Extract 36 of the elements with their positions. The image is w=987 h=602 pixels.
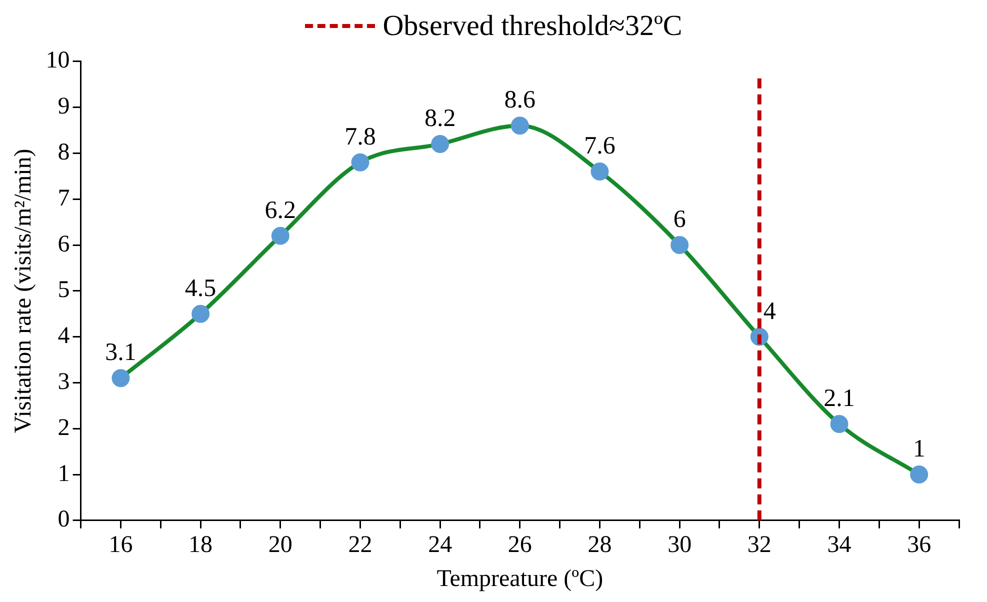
y-axis-title: Visitation rate (visits/m²/min) (10, 148, 37, 434)
x-tick-label: 24 (428, 532, 452, 558)
data-label: 4.5 (184, 274, 216, 302)
y-tick-label: 0 (58, 506, 70, 533)
y-tick-label: 1 (58, 460, 70, 487)
y-tick-label: 6 (58, 231, 70, 258)
x-tick-label: 16 (108, 532, 133, 558)
data-label: 7.8 (344, 123, 376, 150)
data-label: 8.6 (504, 86, 536, 114)
data-label: 4 (763, 298, 776, 325)
y-tick-label: 8 (58, 139, 70, 166)
y-tick-label: 3 (58, 368, 70, 395)
y-tick-label: 9 (58, 94, 70, 120)
x-tick-label: 34 (827, 532, 852, 558)
x-tick-label: 32 (747, 532, 772, 558)
data-label: 8.2 (424, 105, 456, 132)
y-tick-label: 2 (58, 414, 70, 441)
data-label: 7.6 (584, 132, 616, 160)
data-label: 3.1 (105, 339, 136, 366)
legend-label: Observed threshold≈32ºC (382, 10, 682, 42)
x-axis-title: Tempreature (ºC) (436, 566, 604, 592)
data-label: 2.1 (824, 385, 855, 412)
data-label: 1 (912, 436, 926, 463)
y-tick-label: 5 (58, 277, 70, 304)
x-tick-label: 28 (588, 532, 612, 558)
x-tick-label: 20 (268, 532, 292, 558)
x-tick-label: 22 (348, 532, 372, 558)
y-tick-label: 7 (58, 185, 70, 212)
x-tick-label: 30 (668, 532, 692, 558)
x-tick-label: 18 (188, 532, 213, 558)
data-label: 6.2 (264, 196, 296, 224)
data-label: 6 (673, 206, 686, 234)
y-tick-label: 4 (58, 323, 70, 350)
x-tick-label: 36 (907, 532, 932, 558)
y-tick-label: 10 (46, 48, 70, 74)
x-tick-label: 26 (508, 532, 532, 558)
